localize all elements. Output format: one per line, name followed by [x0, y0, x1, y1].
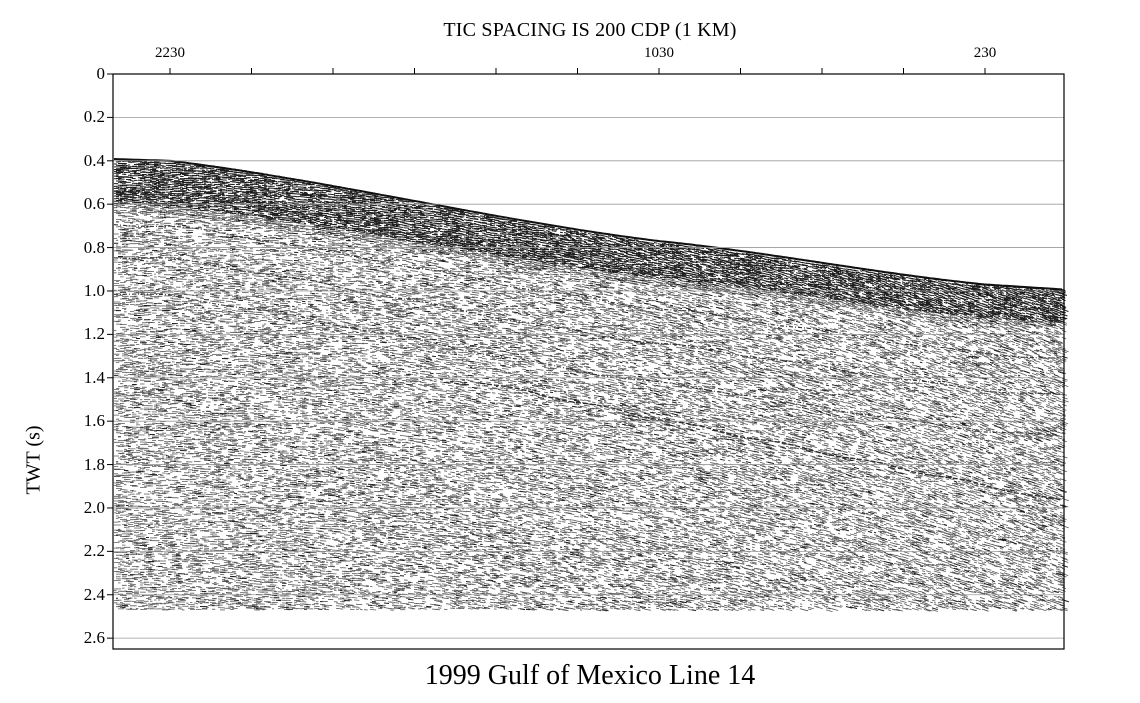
cdp-tick-marks — [169, 68, 986, 74]
twt-tick-label: 0.8 — [83, 237, 105, 257]
twt-tick-label: 1.2 — [83, 324, 105, 344]
dipping-reflector — [479, 382, 1063, 501]
cdp-label-1030: 1030 — [644, 45, 674, 61]
cdp-label-230: 230 — [973, 45, 997, 61]
twt-gridlines — [107, 73, 1064, 639]
twt-tick-label: 1.4 — [83, 367, 105, 387]
twt-tick-label: 1.8 — [83, 454, 105, 474]
subsurface-reflector — [113, 257, 1063, 396]
plot-frame — [112, 73, 1065, 650]
subsurface-reflector — [113, 190, 1062, 323]
seismic-reflection-texture — [114, 204, 1069, 612]
subsurface-reflector — [113, 224, 1062, 359]
twt-tick-label: 2.2 — [83, 541, 105, 561]
twt-tick-label: 2.4 — [83, 584, 105, 604]
twt-tick-label: 0.2 — [83, 107, 105, 127]
seafloor-reflector — [113, 158, 1063, 291]
cdp-label-2230: 2230 — [155, 45, 185, 61]
tic-spacing-title: TIC SPACING IS 200 CDP (1 KM) — [443, 19, 737, 41]
twt-tick-label: 0 — [96, 64, 106, 83]
seismic-traces — [113, 158, 1069, 612]
twt-tick-label: 1.6 — [83, 411, 105, 431]
twt-tick-label: 2.6 — [83, 628, 105, 648]
twt-tick-label: 2.0 — [83, 497, 105, 517]
figure-caption: 1999 Gulf of Mexico Line 14 — [424, 660, 756, 691]
twt-tick-label: 0.4 — [83, 150, 105, 170]
twt-tick-label: 0.6 — [83, 194, 105, 214]
twt-axis-label: TWT (s) — [22, 425, 45, 495]
twt-tick-label: 1.0 — [83, 280, 105, 300]
subsurface-reflector — [114, 293, 1063, 437]
